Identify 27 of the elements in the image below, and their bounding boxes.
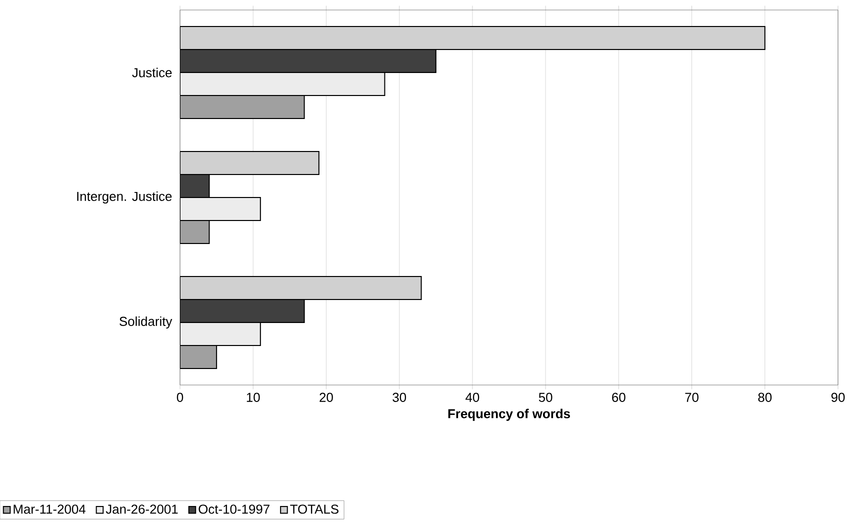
x-tick-label: 20 bbox=[320, 392, 333, 402]
legend-label: Mar-11-2004 bbox=[14, 504, 86, 514]
y-tick-label: Solidarity bbox=[120, 316, 172, 329]
x-tick-label: 50 bbox=[538, 392, 552, 402]
x-tick-label: 60 bbox=[612, 392, 626, 402]
x-tick-label: 70 bbox=[685, 392, 698, 402]
y-tick-label: Intergen. Justice bbox=[77, 191, 172, 204]
x-tick-label: 80 bbox=[758, 392, 772, 402]
legend-label: Oct-10-1997 bbox=[198, 504, 270, 514]
x-tick-label: 40 bbox=[466, 392, 480, 402]
x-tick-label: 90 bbox=[831, 392, 845, 402]
bar bbox=[180, 220, 210, 244]
bar bbox=[180, 197, 261, 221]
x-tick-label: 10 bbox=[246, 392, 260, 402]
bar bbox=[180, 322, 261, 346]
bar bbox=[180, 345, 218, 369]
legend-label: Jan-26-2001 bbox=[106, 504, 178, 514]
bar bbox=[180, 72, 386, 96]
bar bbox=[180, 174, 210, 198]
bar bbox=[180, 299, 305, 323]
x-tick-label: 0 bbox=[176, 392, 184, 402]
bar bbox=[180, 48, 436, 73]
legend-label: TOTALS bbox=[290, 504, 338, 514]
y-tick-label: Justice bbox=[132, 68, 172, 78]
x-axis-title: Frequency of words bbox=[448, 408, 570, 421]
bar bbox=[180, 94, 305, 119]
x-tick-label: 30 bbox=[392, 392, 406, 402]
